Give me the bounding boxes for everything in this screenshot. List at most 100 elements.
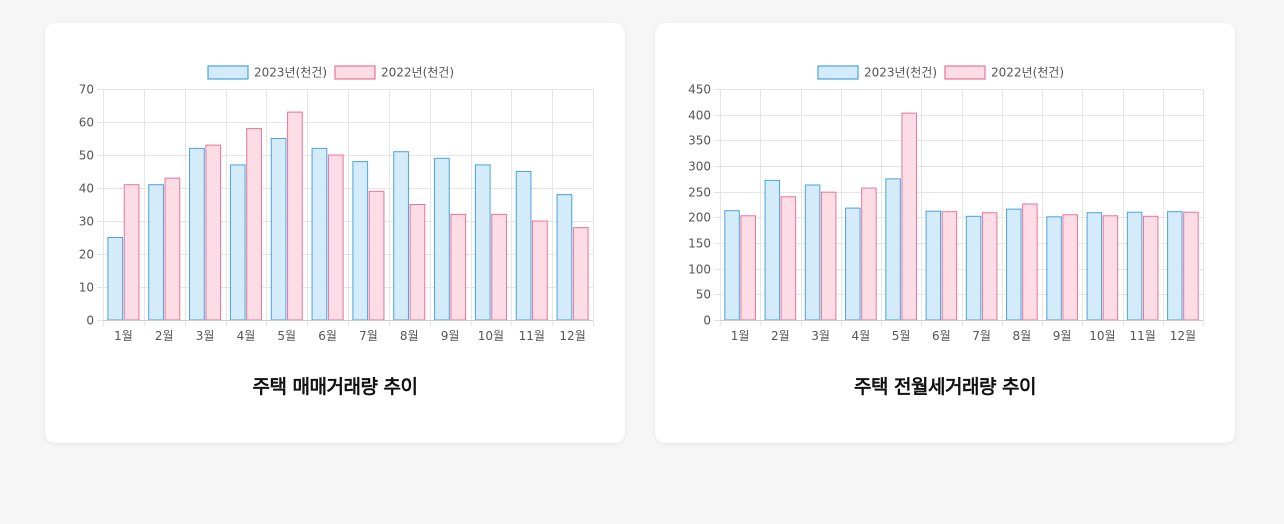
chart-bars: 1월 2월 3월 4월 5월 6월 7월 8월 9월 10월 11월 12월: [724, 112, 1199, 343]
bar-2022-4[interactable]: [861, 187, 877, 321]
x-tick-label: 10월: [1089, 329, 1115, 343]
bar-2023-11[interactable]: [515, 171, 532, 321]
y-tick-label: 200: [688, 211, 711, 225]
chart-grid: 0 10 20 30 40 50 60 70: [79, 83, 594, 328]
y-tick-label: 100: [688, 263, 711, 277]
y-tick-label: 450: [688, 83, 711, 97]
bar-2023-12[interactable]: [1167, 211, 1183, 321]
legend-label-2022: 2022년(천건): [381, 65, 454, 80]
bar-2022-6[interactable]: [941, 211, 958, 321]
legend-swatch-2023: [817, 65, 859, 80]
x-tick-label: 9월: [441, 329, 460, 343]
x-tick-label: 5월: [277, 329, 296, 343]
bar-2023-2[interactable]: [764, 179, 781, 321]
bar-2022-7[interactable]: [981, 212, 998, 321]
bar-2023-5[interactable]: [270, 138, 287, 321]
x-tick-label: 5월: [892, 329, 911, 343]
bar-2023-4[interactable]: [845, 207, 861, 321]
x-tick-label: 12월: [1170, 329, 1196, 343]
x-tick-label: 3월: [196, 329, 215, 343]
bar-2023-9[interactable]: [1046, 216, 1062, 321]
bar-2022-4[interactable]: [246, 128, 262, 321]
x-tick-label: 4월: [237, 329, 256, 343]
bar-2023-2[interactable]: [148, 184, 164, 321]
x-tick-label: 3월: [811, 329, 830, 343]
x-tick-label: 2월: [771, 329, 790, 343]
bar-2023-3[interactable]: [189, 147, 205, 321]
sales-chart-card: 2023년(천건) 2022년(천건) 0 10 20 30 40 50 60 70 1월 2월 3월 4…: [45, 23, 625, 443]
legend-label-2022: 2022년(천건): [991, 65, 1064, 80]
y-tick-label: 70: [79, 83, 94, 97]
x-tick-label: 7월: [972, 329, 991, 343]
bar-2022-1[interactable]: [123, 184, 140, 321]
bar-2023-3[interactable]: [804, 184, 821, 321]
bar-2023-11[interactable]: [1126, 211, 1143, 321]
bar-2023-6[interactable]: [925, 210, 942, 321]
x-tick-label: 1월: [731, 329, 750, 343]
bar-2023-5[interactable]: [885, 178, 901, 321]
bar-2022-11[interactable]: [1142, 215, 1159, 321]
x-tick-label: 7월: [359, 329, 378, 343]
bar-2022-8[interactable]: [409, 204, 426, 321]
bar-2022-9[interactable]: [1062, 214, 1078, 321]
bar-2023-8[interactable]: [393, 151, 409, 321]
y-tick-label: 150: [688, 237, 711, 251]
bar-2023-1[interactable]: [107, 237, 124, 321]
bar-2023-10[interactable]: [1086, 212, 1103, 321]
y-tick-label: 50: [79, 149, 94, 163]
bar-2022-10[interactable]: [1102, 215, 1119, 321]
bar-2023-7[interactable]: [352, 161, 369, 321]
legend-swatch-2022: [944, 65, 986, 80]
bar-2023-8[interactable]: [1006, 208, 1022, 321]
bar-2023-6[interactable]: [311, 147, 328, 321]
x-tick-label: 6월: [932, 329, 951, 343]
bar-2022-1[interactable]: [740, 215, 756, 321]
x-tick-label: 8월: [400, 329, 419, 343]
bar-2022-2[interactable]: [164, 177, 181, 321]
x-tick-label: 8월: [1013, 329, 1032, 343]
bar-2023-1[interactable]: [724, 210, 740, 321]
bar-2022-11[interactable]: [532, 220, 548, 321]
bar-2022-12[interactable]: [572, 227, 589, 321]
x-tick-label: 2월: [155, 329, 174, 343]
bar-2023-9[interactable]: [434, 157, 450, 321]
bar-2023-4[interactable]: [229, 164, 246, 321]
chart-legend: 2023년(천건) 2022년(천건): [207, 65, 454, 80]
x-tick-label: 9월: [1053, 329, 1072, 343]
legend-swatch-2022: [334, 65, 376, 80]
x-tick-label: 4월: [852, 329, 871, 343]
x-tick-label: 11월: [1129, 329, 1155, 343]
bar-2022-9[interactable]: [450, 213, 467, 321]
bar-2022-3[interactable]: [205, 144, 222, 321]
y-tick-label: 250: [688, 186, 711, 200]
rent-chart-card: 2023년(천건) 2022년(천건) 0 50 100 150 200 250 300 350 4…: [655, 23, 1235, 443]
bar-2022-8[interactable]: [1022, 203, 1038, 321]
y-tick-label: 350: [688, 134, 711, 148]
y-tick-label: 0: [86, 314, 94, 328]
rent-chart: 2023년(천건) 2022년(천건) 0 50 100 150 200 250 300 350 4…: [688, 65, 1204, 343]
y-tick-label: 20: [79, 248, 94, 262]
bar-2022-6[interactable]: [327, 154, 344, 321]
bar-2023-10[interactable]: [474, 164, 491, 321]
bar-2023-12[interactable]: [556, 194, 573, 321]
bar-2022-7[interactable]: [368, 190, 385, 321]
y-tick-label: 0: [703, 314, 711, 328]
rent-chart-title: 주택 전월세거래량 추이: [853, 376, 1037, 398]
y-tick-label: 30: [79, 215, 94, 229]
bar-2022-2[interactable]: [780, 196, 797, 321]
x-tick-label: 12월: [559, 329, 585, 343]
chart-grid: 0 50 100 150 200 250 300 350 400 450: [688, 83, 1204, 328]
legend-label-2023: 2023년(천건): [254, 65, 327, 80]
bar-2023-7[interactable]: [965, 215, 982, 321]
bar-2022-3[interactable]: [820, 191, 837, 321]
bar-2022-12[interactable]: [1183, 211, 1199, 321]
x-tick-label: 10월: [478, 329, 504, 343]
bar-2022-5[interactable]: [287, 111, 303, 321]
x-tick-label: 1월: [114, 329, 133, 343]
y-tick-label: 60: [79, 116, 94, 130]
y-tick-label: 40: [79, 182, 94, 196]
y-tick-label: 10: [79, 281, 94, 295]
bar-2022-5[interactable]: [901, 112, 917, 321]
bar-2022-10[interactable]: [491, 213, 507, 321]
x-tick-label: 11월: [519, 329, 545, 343]
